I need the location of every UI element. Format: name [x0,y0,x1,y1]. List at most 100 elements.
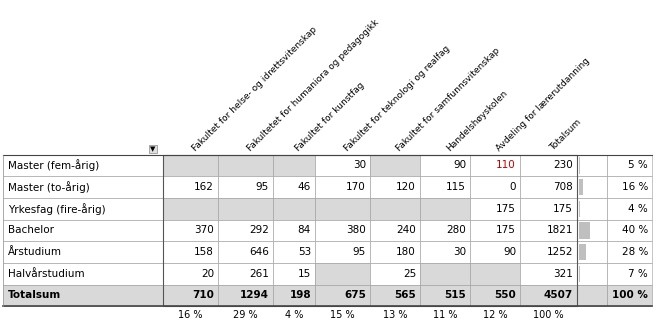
Text: 53: 53 [298,247,311,257]
Text: 550: 550 [495,290,516,300]
Bar [273,285,315,306]
Bar [315,241,370,263]
Bar [273,176,315,198]
Bar [370,241,420,263]
Bar [218,198,273,219]
Bar [607,241,652,263]
Bar [315,285,370,306]
Bar [420,285,470,306]
Bar [577,263,607,285]
Bar [273,219,315,241]
Text: 380: 380 [346,225,366,236]
Bar [3,198,163,219]
Text: 175: 175 [496,204,516,214]
Bar [315,219,370,241]
Text: 321: 321 [553,269,573,279]
Text: 90: 90 [453,160,466,170]
Bar [163,219,218,241]
Bar [3,176,163,198]
Text: ▼: ▼ [150,146,156,152]
Text: Fakultet for helse- og idrettsvitenskap: Fakultet for helse- og idrettsvitenskap [191,25,319,153]
Bar [607,176,652,198]
Text: Fakultetet for humaniora og pedagogikk: Fakultetet for humaniora og pedagogikk [246,17,380,153]
Text: 675: 675 [344,290,366,300]
Text: 175: 175 [496,225,516,236]
Text: 15 %: 15 % [330,310,355,320]
Text: 100 %: 100 % [612,290,648,300]
Bar [579,179,583,195]
Bar [315,176,370,198]
Bar [3,285,163,306]
Bar [420,198,470,219]
Bar [218,241,273,263]
Text: 162: 162 [194,182,214,192]
Bar [520,176,577,198]
Text: 4 %: 4 % [285,310,303,320]
Text: 16 %: 16 % [621,182,648,192]
Bar [470,176,520,198]
Text: 158: 158 [194,247,214,257]
Bar [577,155,607,176]
Bar [577,241,607,263]
Text: 515: 515 [444,290,466,300]
Bar [163,155,218,176]
Text: 710: 710 [192,290,214,300]
Bar [163,241,218,263]
Text: 370: 370 [194,225,214,236]
Bar [3,219,163,241]
Text: 175: 175 [553,204,573,214]
Text: 240: 240 [397,225,416,236]
Bar [470,219,520,241]
Text: 11 %: 11 % [433,310,457,320]
Text: 0: 0 [509,182,516,192]
Text: 292: 292 [249,225,269,236]
Bar [520,263,577,285]
Bar [577,285,607,306]
Bar [315,263,370,285]
Text: 40 %: 40 % [622,225,648,236]
Text: 84: 84 [298,225,311,236]
Text: 110: 110 [497,160,516,170]
Bar [163,198,218,219]
Bar [273,263,315,285]
Text: Halvårstudium: Halvårstudium [8,269,85,279]
Bar [3,263,163,285]
Text: 12 %: 12 % [482,310,507,320]
Text: 95: 95 [353,247,366,257]
Bar [420,263,470,285]
Bar [370,155,420,176]
Bar [273,241,315,263]
Text: 1294: 1294 [240,290,269,300]
Text: 28 %: 28 % [621,247,648,257]
Text: 120: 120 [397,182,416,192]
Bar [273,198,315,219]
Bar [420,241,470,263]
Bar [218,155,273,176]
Text: 30: 30 [453,247,466,257]
Bar [163,155,577,306]
Text: Bachelor: Bachelor [8,225,54,236]
Bar [420,176,470,198]
Bar [579,157,580,173]
Bar [607,155,652,176]
Text: 4 %: 4 % [628,204,648,214]
Bar [3,155,163,176]
Bar [520,219,577,241]
Text: 30: 30 [353,160,366,170]
Text: Totalsum: Totalsum [548,118,583,153]
Bar [579,222,590,239]
Text: 198: 198 [289,290,311,300]
Bar [577,198,607,219]
Bar [607,263,652,285]
Bar [315,198,370,219]
Bar [3,33,671,155]
Bar [370,176,420,198]
Text: Master (fem-årig): Master (fem-årig) [8,160,99,171]
Text: 1252: 1252 [546,247,573,257]
Bar [315,155,370,176]
Bar [218,263,273,285]
Text: Fakultet for samfunnsvitenskap: Fakultet for samfunnsvitenskap [395,46,502,153]
Text: Årstudium: Årstudium [8,247,62,257]
Bar [370,263,420,285]
Text: 20: 20 [201,269,214,279]
